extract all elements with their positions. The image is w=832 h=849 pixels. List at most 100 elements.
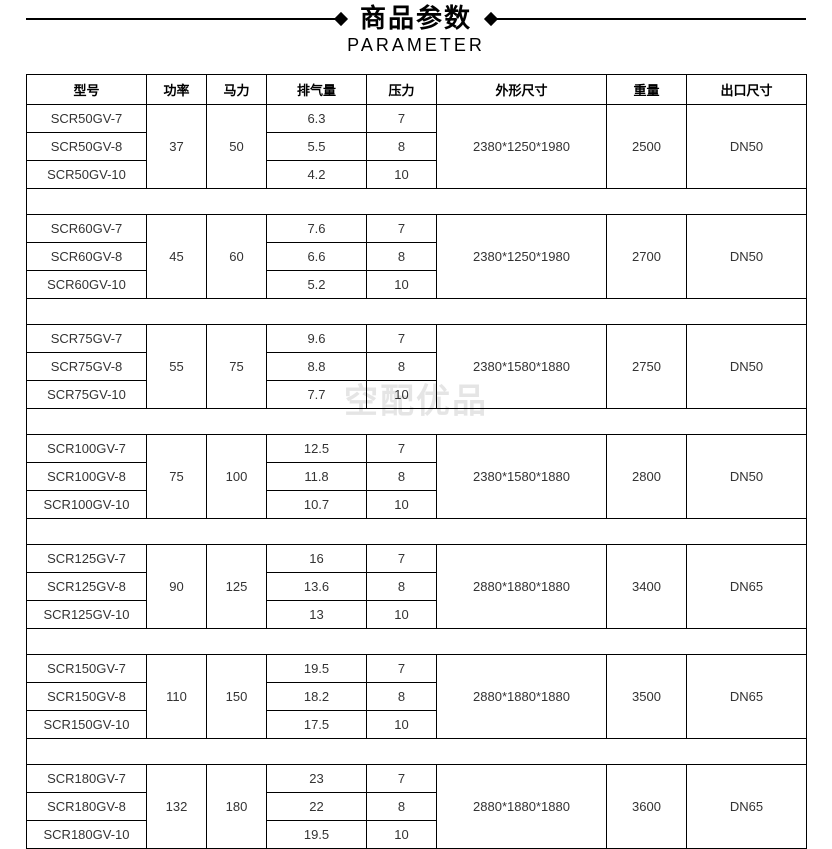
- cell-outlet: DN65: [687, 654, 807, 738]
- column-header: 功率: [147, 74, 207, 104]
- cell-dimensions: 2880*1880*1880: [437, 764, 607, 848]
- spacer-cell: [27, 188, 807, 214]
- cell-power: 37: [147, 104, 207, 188]
- cell-outlet: DN65: [687, 544, 807, 628]
- cell-dimensions: 2380*1250*1980: [437, 214, 607, 298]
- column-header: 压力: [367, 74, 437, 104]
- cell-dimensions: 2380*1580*1880: [437, 434, 607, 518]
- cell-outlet: DN50: [687, 104, 807, 188]
- cell-weight: 3400: [607, 544, 687, 628]
- cell-hp: 180: [207, 764, 267, 848]
- cell-pressure: 8: [367, 572, 437, 600]
- cell-dimensions: 2380*1250*1980: [437, 104, 607, 188]
- cell-displacement: 4.2: [267, 160, 367, 188]
- cell-model: SCR50GV-8: [27, 132, 147, 160]
- cell-displacement: 5.2: [267, 270, 367, 298]
- cell-model: SCR60GV-7: [27, 214, 147, 242]
- cell-displacement: 12.5: [267, 434, 367, 462]
- cell-power: 90: [147, 544, 207, 628]
- table-row: SCR75GV-755759.672380*1580*18802750DN50: [27, 324, 807, 352]
- cell-weight: 3600: [607, 764, 687, 848]
- cell-model: SCR50GV-10: [27, 160, 147, 188]
- column-header: 排气量: [267, 74, 367, 104]
- cell-model: SCR125GV-8: [27, 572, 147, 600]
- cell-pressure: 10: [367, 600, 437, 628]
- cell-model: SCR75GV-8: [27, 352, 147, 380]
- cell-displacement: 11.8: [267, 462, 367, 490]
- title-en: PARAMETER: [0, 35, 832, 56]
- table-body: SCR50GV-737506.372380*1250*19802500DN50S…: [27, 104, 807, 848]
- cell-displacement: 19.5: [267, 820, 367, 848]
- cell-weight: 2700: [607, 214, 687, 298]
- cell-displacement: 22: [267, 792, 367, 820]
- cell-model: SCR60GV-10: [27, 270, 147, 298]
- cell-displacement: 13.6: [267, 572, 367, 600]
- cell-pressure: 10: [367, 490, 437, 518]
- cell-outlet: DN50: [687, 214, 807, 298]
- cell-pressure: 7: [367, 324, 437, 352]
- group-spacer-row: [27, 738, 807, 764]
- cell-model: SCR50GV-7: [27, 104, 147, 132]
- cell-pressure: 8: [367, 462, 437, 490]
- group-spacer-row: [27, 408, 807, 434]
- column-header: 出口尺寸: [687, 74, 807, 104]
- table-row: SCR100GV-77510012.572380*1580*18802800DN…: [27, 434, 807, 462]
- cell-displacement: 16: [267, 544, 367, 572]
- cell-dimensions: 2380*1580*1880: [437, 324, 607, 408]
- cell-displacement: 9.6: [267, 324, 367, 352]
- cell-hp: 50: [207, 104, 267, 188]
- spec-table: 型号功率马力排气量压力外形尺寸重量出口尺寸 SCR50GV-737506.372…: [26, 74, 807, 849]
- table-row: SCR180GV-71321802372880*1880*18803600DN6…: [27, 764, 807, 792]
- cell-model: SCR180GV-7: [27, 764, 147, 792]
- cell-power: 132: [147, 764, 207, 848]
- cell-model: SCR75GV-7: [27, 324, 147, 352]
- column-header: 马力: [207, 74, 267, 104]
- cell-pressure: 8: [367, 792, 437, 820]
- cell-pressure: 7: [367, 434, 437, 462]
- cell-pressure: 10: [367, 710, 437, 738]
- cell-displacement: 23: [267, 764, 367, 792]
- group-spacer-row: [27, 298, 807, 324]
- cell-weight: 2800: [607, 434, 687, 518]
- rule-left: [26, 18, 336, 20]
- cell-dimensions: 2880*1880*1880: [437, 544, 607, 628]
- cell-model: SCR150GV-10: [27, 710, 147, 738]
- cell-model: SCR150GV-8: [27, 682, 147, 710]
- header: 商品参数 PARAMETER: [0, 0, 832, 56]
- cell-displacement: 10.7: [267, 490, 367, 518]
- cell-displacement: 19.5: [267, 654, 367, 682]
- cell-pressure: 8: [367, 132, 437, 160]
- cell-pressure: 10: [367, 380, 437, 408]
- cell-displacement: 6.3: [267, 104, 367, 132]
- cell-pressure: 10: [367, 160, 437, 188]
- table-row: SCR150GV-711015019.572880*1880*18803500D…: [27, 654, 807, 682]
- cell-pressure: 8: [367, 682, 437, 710]
- cell-weight: 2500: [607, 104, 687, 188]
- cell-hp: 100: [207, 434, 267, 518]
- cell-pressure: 10: [367, 820, 437, 848]
- rule-right: [496, 18, 806, 20]
- column-header: 外形尺寸: [437, 74, 607, 104]
- cell-power: 45: [147, 214, 207, 298]
- cell-pressure: 10: [367, 270, 437, 298]
- cell-pressure: 7: [367, 214, 437, 242]
- cell-model: SCR75GV-10: [27, 380, 147, 408]
- cell-model: SCR125GV-10: [27, 600, 147, 628]
- spacer-cell: [27, 518, 807, 544]
- cell-displacement: 8.8: [267, 352, 367, 380]
- cell-power: 110: [147, 654, 207, 738]
- cell-model: SCR180GV-10: [27, 820, 147, 848]
- cell-pressure: 8: [367, 242, 437, 270]
- cell-displacement: 5.5: [267, 132, 367, 160]
- cell-weight: 2750: [607, 324, 687, 408]
- cell-model: SCR100GV-7: [27, 434, 147, 462]
- cell-hp: 75: [207, 324, 267, 408]
- cell-outlet: DN50: [687, 324, 807, 408]
- spacer-cell: [27, 408, 807, 434]
- cell-pressure: 7: [367, 544, 437, 572]
- cell-pressure: 8: [367, 352, 437, 380]
- cell-displacement: 17.5: [267, 710, 367, 738]
- spacer-cell: [27, 298, 807, 324]
- cell-pressure: 7: [367, 764, 437, 792]
- group-spacer-row: [27, 518, 807, 544]
